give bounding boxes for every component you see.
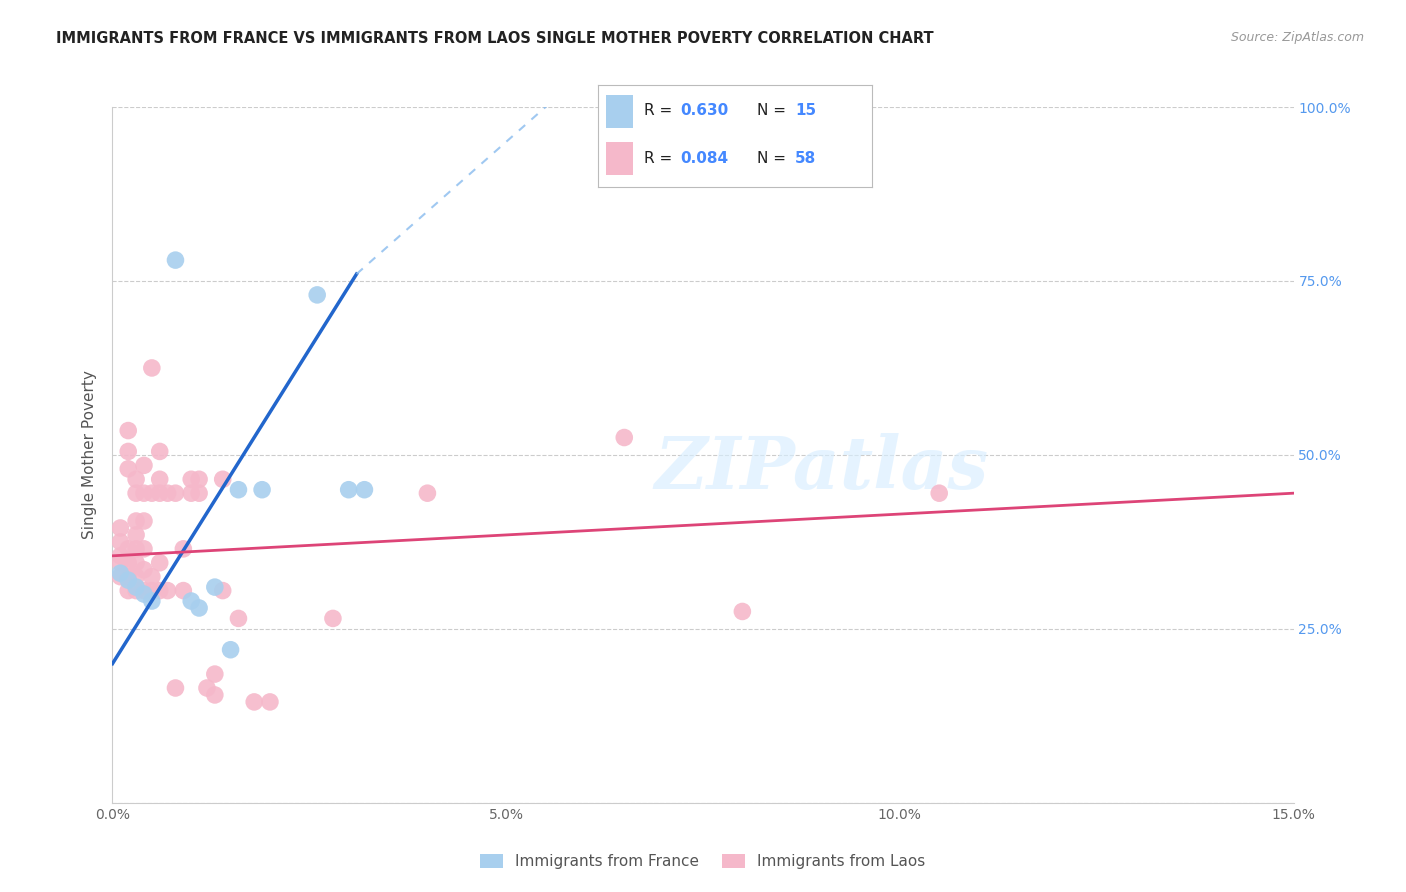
Text: R =: R = <box>644 103 678 119</box>
Point <box>132 541 155 556</box>
Text: 15: 15 <box>794 103 815 119</box>
Text: N =: N = <box>756 103 790 119</box>
Point <box>172 583 194 598</box>
Point <box>141 486 163 500</box>
Text: IMMIGRANTS FROM FRANCE VS IMMIGRANTS FROM LAOS SINGLE MOTHER POVERTY CORRELATION: IMMIGRANTS FROM FRANCE VS IMMIGRANTS FRO… <box>56 31 934 46</box>
Point <box>141 570 163 584</box>
Point <box>156 583 179 598</box>
Point <box>125 556 148 570</box>
Point <box>188 486 211 500</box>
Point <box>165 681 187 695</box>
Point <box>117 573 139 587</box>
Point <box>180 472 202 486</box>
Point <box>188 472 211 486</box>
Point <box>117 556 139 570</box>
Point <box>180 594 202 608</box>
Point <box>125 486 148 500</box>
Point <box>211 472 233 486</box>
Point <box>125 580 148 594</box>
Point <box>110 570 132 584</box>
Point <box>928 486 950 500</box>
Point <box>219 642 242 657</box>
Point <box>322 611 344 625</box>
Point <box>243 695 266 709</box>
Point <box>188 601 211 615</box>
Text: 0.630: 0.630 <box>681 103 728 119</box>
Text: Source: ZipAtlas.com: Source: ZipAtlas.com <box>1230 31 1364 45</box>
Point <box>165 486 187 500</box>
Point <box>125 514 148 528</box>
Text: R =: R = <box>644 151 678 166</box>
Y-axis label: Single Mother Poverty: Single Mother Poverty <box>82 370 97 540</box>
Point <box>110 566 132 581</box>
Point <box>141 360 163 375</box>
Point <box>132 458 155 473</box>
Text: N =: N = <box>756 151 790 166</box>
Point <box>307 288 329 302</box>
Point <box>141 594 163 608</box>
Point <box>132 486 155 500</box>
Point <box>211 583 233 598</box>
Point <box>228 483 250 497</box>
Point <box>149 486 172 500</box>
Point <box>125 583 148 598</box>
Point <box>180 486 202 500</box>
Point <box>125 528 148 542</box>
Point <box>195 681 218 695</box>
Point <box>132 583 155 598</box>
Point <box>132 563 155 577</box>
Point <box>165 253 187 268</box>
Point <box>125 570 148 584</box>
Point <box>141 583 163 598</box>
Point <box>613 431 636 445</box>
Point <box>132 587 155 601</box>
Point <box>132 514 155 528</box>
Point <box>110 535 132 549</box>
Point <box>156 486 179 500</box>
Point <box>149 444 172 458</box>
Point <box>149 583 172 598</box>
Point <box>172 541 194 556</box>
Point <box>149 472 172 486</box>
Point <box>259 695 281 709</box>
Point <box>117 570 139 584</box>
Point <box>204 667 226 681</box>
Point <box>110 556 132 570</box>
Point <box>416 486 439 500</box>
Bar <box>606 95 633 128</box>
Point <box>353 483 375 497</box>
Point <box>117 424 139 438</box>
Legend: Immigrants from France, Immigrants from Laos: Immigrants from France, Immigrants from … <box>474 848 932 875</box>
Point <box>117 583 139 598</box>
Point <box>204 580 226 594</box>
Point <box>228 611 250 625</box>
Point <box>117 444 139 458</box>
Text: 0.084: 0.084 <box>681 151 728 166</box>
Bar <box>606 142 633 175</box>
Point <box>110 521 132 535</box>
Text: ZIPatlas: ZIPatlas <box>654 434 988 504</box>
Text: 58: 58 <box>794 151 817 166</box>
Point <box>110 549 132 563</box>
Point <box>337 483 360 497</box>
Point <box>204 688 226 702</box>
Point <box>117 462 139 476</box>
Point <box>117 541 139 556</box>
Point <box>125 472 148 486</box>
Point <box>149 556 172 570</box>
Point <box>731 605 754 619</box>
Point <box>125 541 148 556</box>
Point <box>250 483 273 497</box>
